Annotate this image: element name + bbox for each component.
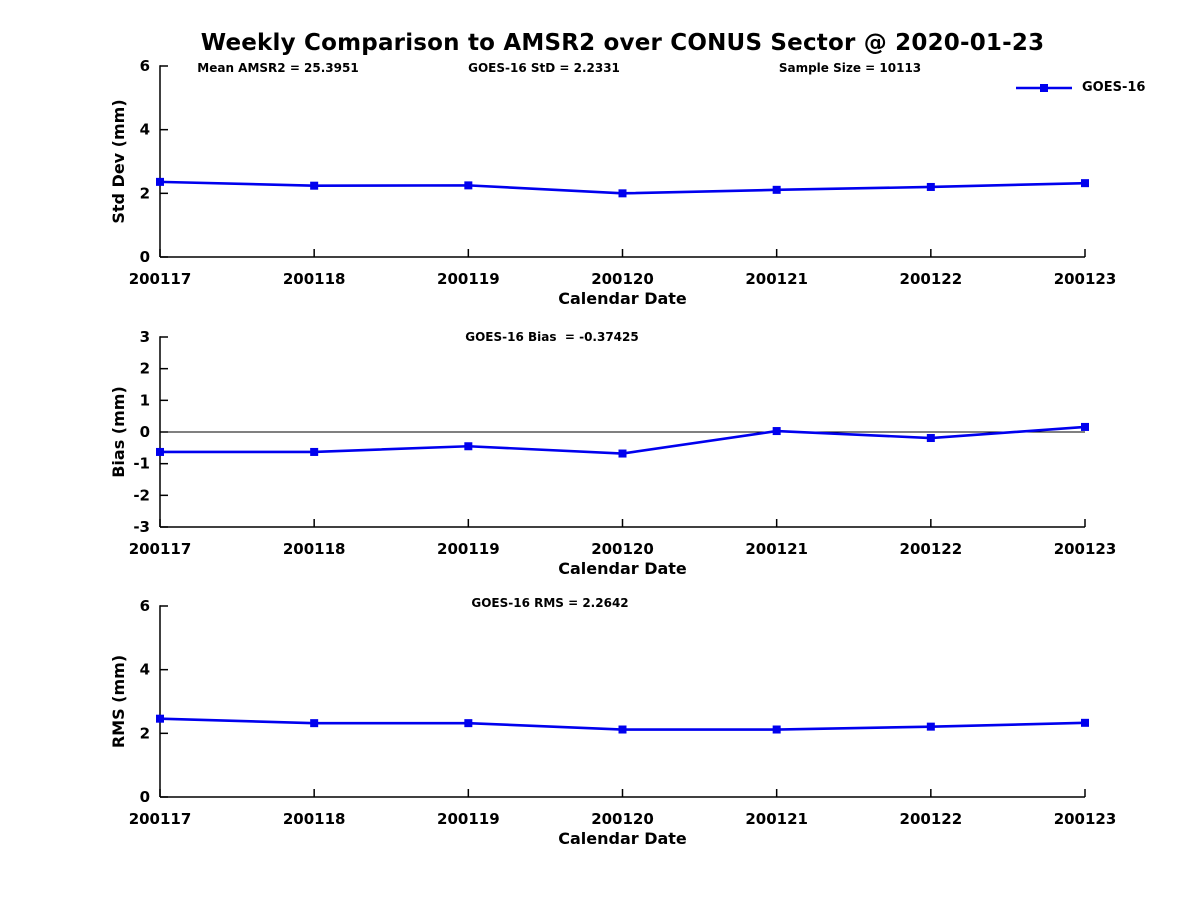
x-tick-label: 200118	[283, 810, 346, 828]
data-point-marker	[926, 722, 935, 731]
data-point-marker	[1081, 718, 1089, 727]
y-tick-label: 2	[140, 360, 150, 378]
y-tick-label: 0	[140, 423, 150, 441]
annotation-mean-amsr2: Mean AMSR2 = 25.3951	[197, 61, 359, 75]
data-point-marker	[310, 181, 319, 190]
x-tick-label: 200121	[745, 540, 808, 558]
x-tick-label: 200121	[745, 270, 808, 288]
x-tick-label: 200122	[900, 540, 963, 558]
y-tick-label: 2	[140, 184, 150, 202]
y-axis-label: Std Dev (mm)	[109, 99, 128, 223]
data-point-marker	[156, 714, 164, 723]
x-tick-label: 200123	[1054, 270, 1117, 288]
y-tick-label: 4	[140, 661, 150, 679]
x-axis-label: Calendar Date	[558, 559, 687, 578]
data-point-marker	[464, 181, 473, 190]
chart-title: Weekly Comparison to AMSR2 over CONUS Se…	[200, 30, 1045, 56]
y-tick-label: -2	[133, 486, 150, 504]
y-tick-label: 0	[140, 248, 150, 266]
x-tick-label: 200118	[283, 270, 346, 288]
y-tick-label: 2	[140, 724, 150, 742]
data-point-marker	[464, 442, 473, 451]
x-tick-label: 200117	[129, 270, 192, 288]
annotation-sample-size: Sample Size = 10113	[778, 61, 922, 75]
data-point-marker	[926, 434, 935, 443]
y-tick-label: 1	[140, 391, 150, 409]
x-tick-label: 200123	[1054, 540, 1117, 558]
x-tick-label: 200120	[591, 810, 654, 828]
y-tick-label: -1	[133, 455, 150, 473]
y-tick-label: 0	[140, 788, 150, 806]
legend-line-icon	[1016, 83, 1072, 92]
x-tick-label: 200121	[745, 810, 808, 828]
data-point-marker	[926, 182, 935, 191]
data-point-marker	[156, 447, 164, 456]
y-axis-label: RMS (mm)	[109, 655, 128, 748]
x-axis-label: Calendar Date	[558, 289, 687, 308]
x-tick-label: 200119	[437, 270, 500, 288]
legend-label: GOES-16	[1082, 80, 1146, 95]
x-tick-label: 200117	[129, 540, 192, 558]
legend: GOES-16	[1015, 80, 1145, 95]
annotation-goes16-rms: GOES-16 RMS = 2.2642	[471, 596, 629, 610]
y-tick-label: -3	[133, 518, 150, 536]
data-point-marker	[772, 725, 781, 734]
y-tick-label: 6	[140, 597, 150, 615]
x-tick-label: 200123	[1054, 810, 1117, 828]
annotation-goes16-bias: GOES-16 Bias = -0.37425	[465, 330, 639, 344]
subplot-rms: 0 2 4 6 200117 200118 200119 200120 200121 200122…	[109, 597, 1116, 848]
legend-marker	[1040, 83, 1048, 92]
data-point-marker	[1081, 179, 1089, 188]
y-axis-label: Bias (mm)	[109, 386, 128, 478]
data-point-marker	[772, 185, 781, 194]
subplot-bias: -3 -2 -1 0 1 2 3 200117 200118 200119 200120 200121…	[109, 328, 1116, 578]
subplot-std-dev: 0 2 4 6 200117 200118 200119 200120 200121 200122…	[109, 57, 1116, 308]
x-axis-label: Calendar Date	[558, 829, 687, 848]
data-point-marker	[618, 189, 627, 198]
y-tick-label: 6	[140, 57, 150, 75]
x-tick-label: 200119	[437, 810, 500, 828]
x-tick-label: 200119	[437, 540, 500, 558]
x-tick-label: 200122	[900, 270, 963, 288]
y-tick-label: 3	[140, 328, 150, 346]
data-point-marker	[772, 427, 781, 436]
x-tick-label: 200120	[591, 270, 654, 288]
x-tick-label: 200120	[591, 540, 654, 558]
x-tick-label: 200118	[283, 540, 346, 558]
annotation-goes16-std: GOES-16 StD = 2.2331	[468, 61, 620, 75]
data-point-marker	[310, 719, 319, 728]
y-tick-label: 4	[140, 121, 150, 139]
data-point-marker	[310, 447, 319, 456]
x-tick-label: 200122	[900, 810, 963, 828]
x-tick-label: 200117	[129, 810, 192, 828]
data-point-marker	[618, 725, 627, 734]
data-point-marker	[618, 449, 627, 458]
data-point-marker	[464, 719, 473, 728]
data-point-marker	[156, 177, 164, 186]
data-point-marker	[1081, 422, 1089, 431]
